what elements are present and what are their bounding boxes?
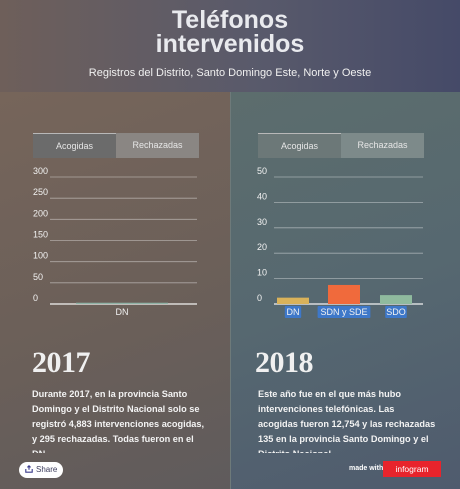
y-tick-label: 50 bbox=[257, 166, 267, 176]
panel-2017: Acogidas Rechazadas 2017 Durante 2017, e… bbox=[0, 92, 230, 489]
tab-rechazadas[interactable]: Rechazadas bbox=[341, 133, 424, 158]
page-title: Teléfonos intervenidos bbox=[0, 6, 460, 58]
tabs-2017: Acogidas Rechazadas bbox=[33, 133, 199, 158]
share-icon bbox=[25, 465, 33, 473]
y-tick-label: 200 bbox=[33, 208, 48, 218]
y-tick-label: 40 bbox=[257, 191, 267, 201]
tab-acogidas[interactable]: Acogidas bbox=[33, 133, 116, 158]
y-tick-label: 10 bbox=[257, 268, 267, 278]
category-highlight bbox=[317, 306, 371, 318]
infogram-logo-button[interactable]: infogram bbox=[383, 461, 441, 477]
category-highlight bbox=[385, 306, 407, 318]
y-tick-label: 100 bbox=[33, 251, 48, 261]
share-label: Share bbox=[36, 465, 58, 474]
bar bbox=[328, 284, 360, 304]
y-tick-label: 0 bbox=[257, 293, 262, 303]
year-heading: 2017 bbox=[32, 346, 91, 379]
tab-acogidas[interactable]: Acogidas bbox=[258, 133, 341, 158]
y-tick-label: 300 bbox=[33, 166, 48, 176]
y-tick-label: 50 bbox=[33, 272, 43, 282]
page-subtitle: Registros del Distrito, Santo Domingo Es… bbox=[88, 67, 372, 79]
tab-rechazadas[interactable]: Rechazadas bbox=[116, 133, 199, 158]
bar bbox=[380, 295, 412, 304]
x-tick-label: SDN y SDE bbox=[320, 307, 367, 317]
bar bbox=[76, 302, 168, 304]
year-heading: 2018 bbox=[255, 346, 314, 379]
header: Teléfonos intervenidos Registros del Dis… bbox=[0, 0, 460, 92]
made-with-label: made with bbox=[349, 465, 384, 472]
y-tick-label: 20 bbox=[257, 242, 267, 252]
share-button[interactable]: Share bbox=[19, 462, 63, 478]
category-highlight bbox=[284, 306, 302, 318]
x-tick-label: SDO bbox=[386, 307, 406, 317]
description-text: Durante 2017, en la provincia Santo Domi… bbox=[32, 389, 205, 453]
bar bbox=[277, 297, 309, 304]
y-tick-label: 30 bbox=[257, 217, 267, 227]
x-tick-label: DN bbox=[116, 307, 129, 317]
description-text: Este año fue en el que más hubo interven… bbox=[258, 389, 436, 453]
y-tick-label: 150 bbox=[33, 230, 48, 240]
x-tick-label: DN bbox=[287, 307, 300, 317]
title-line-2: intervenidos bbox=[155, 30, 305, 58]
tabs-2018: Acogidas Rechazadas bbox=[258, 133, 424, 158]
title-line-1: Teléfonos bbox=[171, 6, 289, 34]
y-tick-label: 250 bbox=[33, 187, 48, 197]
y-tick-label: 0 bbox=[33, 293, 38, 303]
